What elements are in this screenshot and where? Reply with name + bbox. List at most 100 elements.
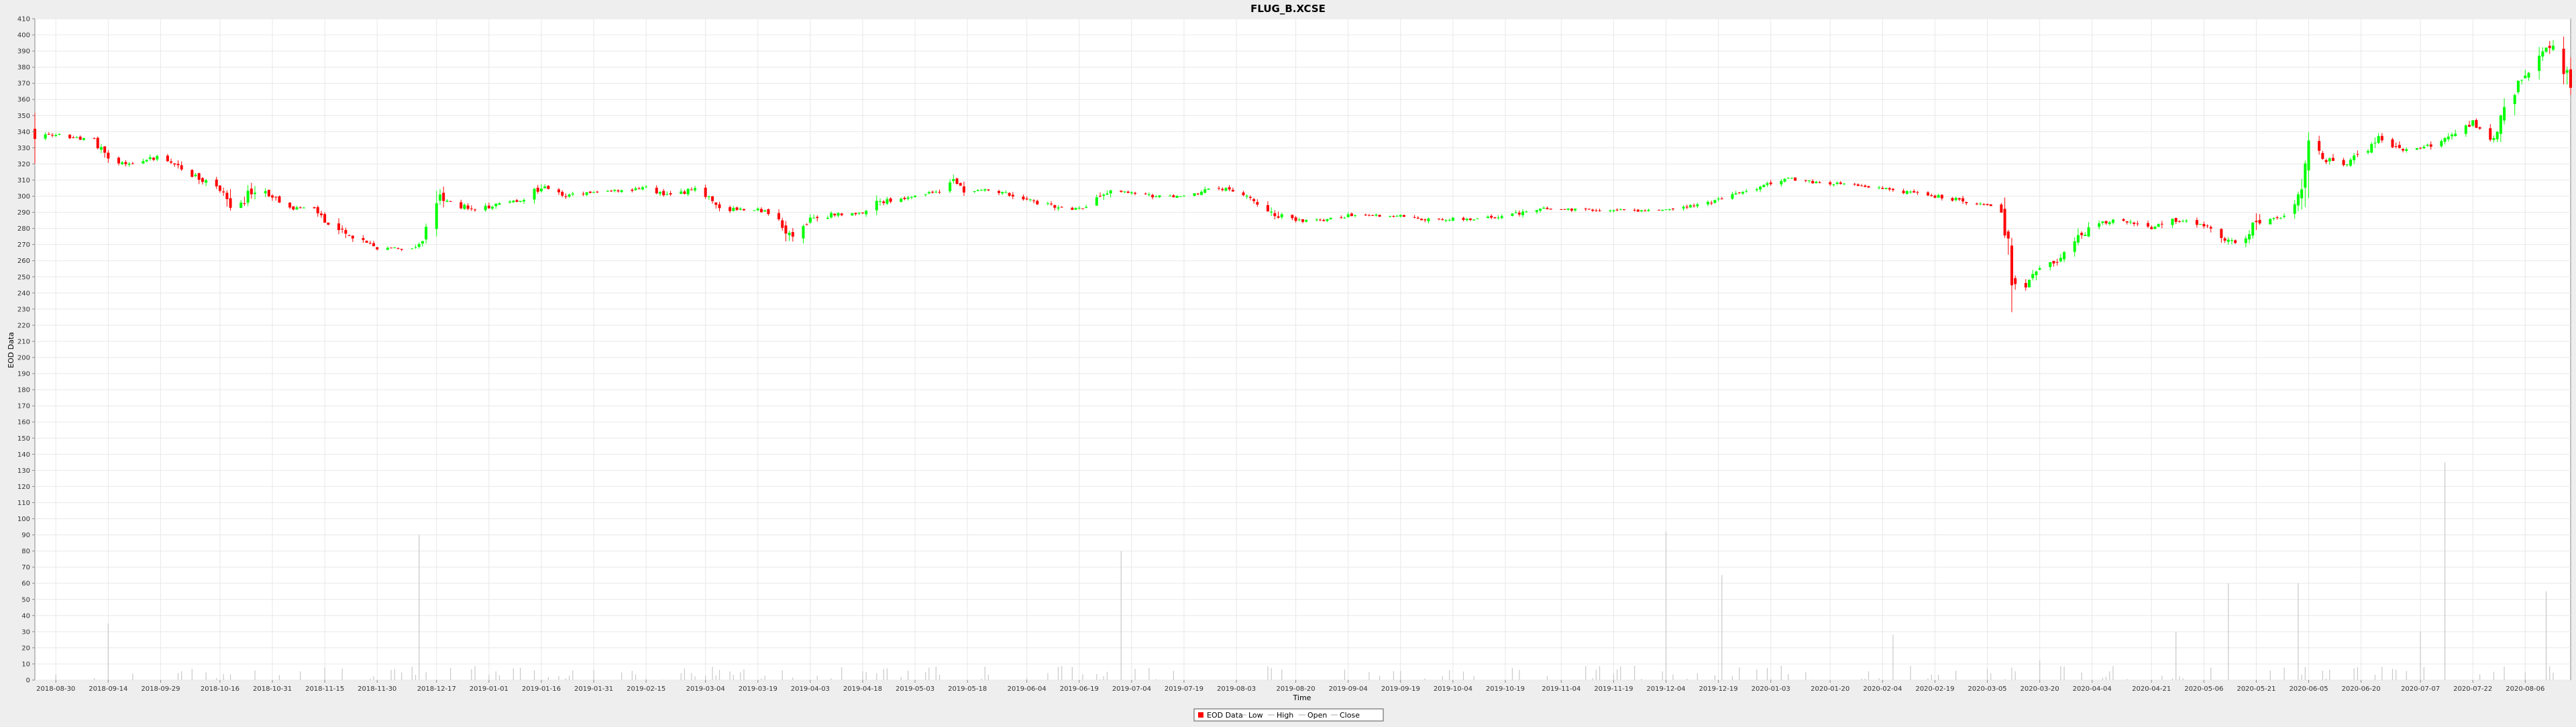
candle-body	[166, 156, 169, 162]
candle-body	[2122, 219, 2125, 221]
candle-body	[1346, 214, 1350, 217]
x-tick-label: 2020-08-06	[2506, 685, 2544, 693]
candle-body	[1962, 198, 1965, 202]
candle-body	[292, 206, 295, 210]
candle-body	[33, 129, 37, 139]
candle-body	[2321, 153, 2324, 159]
x-tick-label: 2019-03-04	[686, 685, 725, 693]
candle-body	[463, 205, 466, 209]
candle-body	[2182, 221, 2185, 222]
candle-body	[1175, 196, 1179, 198]
candle-body	[1329, 217, 1332, 219]
candle-body	[1297, 219, 1301, 221]
candle-body	[973, 191, 976, 192]
candle-body	[1399, 215, 1402, 217]
y-tick-label: 160	[17, 419, 30, 427]
candle-body	[225, 192, 229, 199]
candle-body	[2489, 128, 2492, 140]
candle-body	[1794, 177, 1797, 181]
candle-body	[1965, 202, 1968, 203]
candle-body	[1420, 219, 1424, 221]
candle-body	[1937, 194, 1940, 198]
candle-body	[2394, 146, 2398, 147]
y-tick-label: 210	[17, 338, 30, 345]
candle-body	[882, 201, 885, 203]
candle-body	[1106, 193, 1109, 195]
candle-body	[438, 194, 441, 201]
candle-body	[767, 209, 770, 215]
candle-body	[2496, 131, 2499, 139]
candle-body	[1839, 182, 1842, 184]
candle-body	[2513, 95, 2516, 105]
candle-body	[1472, 219, 1476, 221]
candle-body	[194, 174, 197, 176]
candle-body	[1011, 194, 1014, 197]
candle-body	[1319, 219, 1322, 221]
x-tick-label: 2020-07-07	[2401, 685, 2440, 693]
candle-body	[250, 188, 253, 194]
candle-body	[2178, 221, 2181, 222]
y-tick-label: 370	[17, 80, 30, 88]
candle-body	[218, 185, 221, 191]
candle-body	[875, 201, 878, 211]
x-tick-label: 2019-10-04	[1434, 685, 1472, 693]
candle-body	[1151, 194, 1155, 198]
candle-body	[1574, 209, 1577, 211]
candle-body	[2031, 274, 2035, 278]
y-tick-label: 130	[17, 467, 30, 475]
candle-body	[274, 197, 278, 198]
candle-body	[906, 197, 910, 199]
candle-body	[246, 190, 250, 203]
candle-body	[1371, 215, 1375, 216]
candle-body	[2345, 164, 2349, 166]
candle-body	[1448, 220, 1451, 221]
y-tick-label: 360	[17, 97, 30, 104]
x-tick-label: 2019-07-19	[1165, 685, 1203, 693]
candle-body	[522, 200, 525, 202]
candle-body	[93, 138, 96, 139]
candle-body	[547, 185, 550, 189]
candle-body	[1905, 190, 1909, 194]
candle-body	[704, 187, 707, 197]
x-tick-label: 2020-01-03	[1752, 685, 1790, 693]
candle-body	[2328, 158, 2331, 162]
candle-body	[1046, 203, 1049, 205]
candle-body	[1172, 195, 1175, 198]
candle-body	[222, 191, 225, 192]
candle-body	[491, 207, 494, 209]
x-tick-label: 2018-08-30	[36, 685, 75, 693]
candle-body	[498, 203, 501, 205]
candle-body	[1451, 217, 1454, 221]
candle-body	[2293, 204, 2296, 214]
candle-body	[1277, 216, 1280, 218]
candle-body	[319, 213, 323, 215]
candle-body	[1891, 188, 1894, 190]
candle-body	[1731, 194, 1734, 199]
candle-body	[1424, 219, 1427, 221]
candle-body	[215, 179, 218, 186]
candle-body	[1203, 189, 1207, 193]
candle-body	[264, 190, 267, 194]
candle-body	[729, 207, 732, 211]
x-tick-label: 2018-10-16	[201, 685, 239, 693]
candle-body	[2174, 218, 2178, 222]
candle-body	[1231, 189, 1234, 192]
candle-body	[1207, 188, 1210, 190]
y-tick-label: 110	[17, 500, 30, 507]
candle-body	[1270, 211, 1273, 213]
candle-body	[96, 137, 99, 149]
legend-label: High	[1277, 711, 1293, 720]
candle-body	[1864, 185, 1867, 187]
candle-body	[1517, 213, 1521, 215]
candle-body	[2199, 224, 2202, 225]
candle-body	[1619, 209, 1622, 211]
candle-body	[1986, 204, 1989, 205]
candle-body	[732, 207, 735, 211]
candle-body	[487, 205, 490, 209]
candle-body	[271, 195, 274, 198]
candle-body	[362, 238, 365, 240]
candle-body	[386, 247, 389, 250]
candle-body	[323, 214, 327, 223]
candle-body	[1291, 215, 1294, 219]
